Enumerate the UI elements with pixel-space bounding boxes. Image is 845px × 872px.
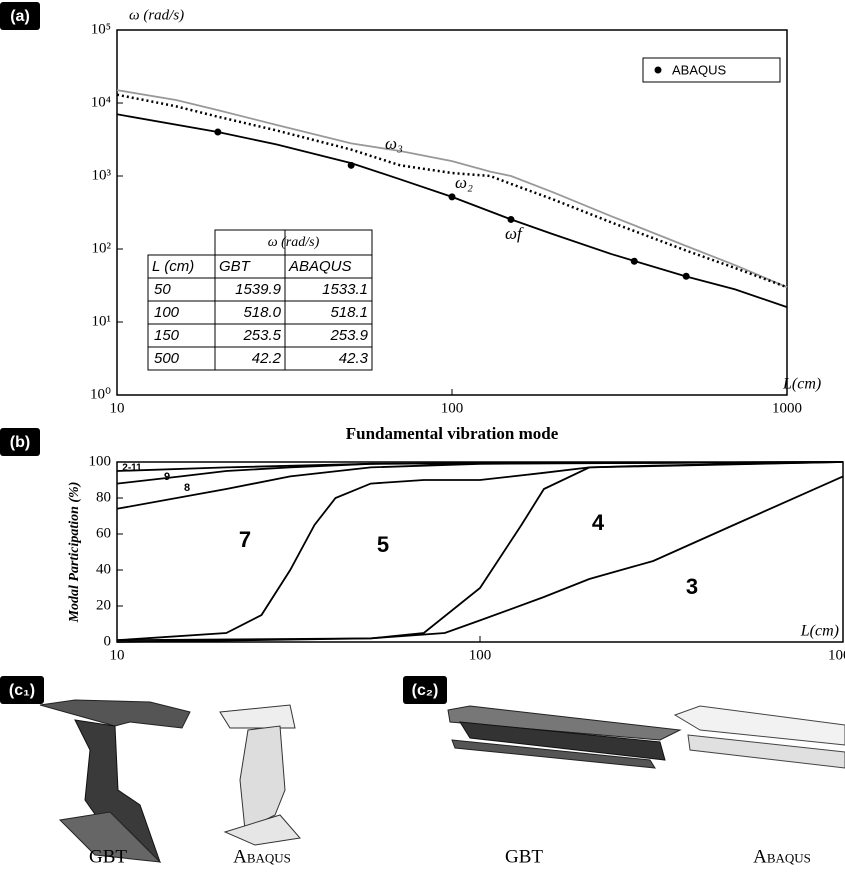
table-cell: 518.0 — [243, 304, 281, 321]
c2-images — [448, 706, 845, 768]
data-point — [683, 273, 690, 280]
table-cell: 253.9 — [329, 327, 368, 344]
table-header: ABAQUS — [288, 258, 352, 275]
table-cell: 42.2 — [252, 350, 282, 367]
caption: Abaqus — [753, 846, 811, 867]
series-label: ω₂ — [455, 173, 473, 192]
caption: Abaqus — [233, 846, 291, 867]
series-line — [117, 476, 843, 640]
table-cell: 150 — [154, 327, 180, 344]
region-label: 4 — [592, 510, 605, 535]
y-tick-label: 0 — [104, 633, 112, 649]
c1-images — [40, 700, 300, 862]
y-tick-label: 10³ — [92, 167, 112, 183]
y-tick-label: 20 — [96, 597, 111, 613]
table-cell: 42.3 — [339, 350, 369, 367]
y-tick-label: 10⁵ — [91, 21, 111, 37]
table-header: L (cm) — [152, 258, 194, 275]
y-axis-label: ω (rad/s) — [129, 7, 184, 23]
figure: (a)(b)(c₁)(c₂)GBTAbaqusGBTAbaqus10100100… — [0, 0, 845, 872]
y-tick-label: 10⁴ — [91, 94, 111, 110]
caption: GBT — [89, 846, 127, 867]
y-tick-label: 60 — [96, 525, 111, 541]
region-label: 2-11 — [122, 463, 142, 474]
table-cell: 50 — [154, 281, 171, 298]
x-tick-label: 100 — [469, 647, 492, 663]
table-cell: 100 — [154, 304, 180, 321]
x-tick-label: 1000 — [828, 647, 845, 663]
data-point — [449, 193, 456, 200]
table-cell: 1533.1 — [322, 281, 368, 298]
table-cell: 500 — [154, 350, 180, 367]
table-group-header: ω (rad/s) — [268, 235, 320, 250]
table-header: GBT — [219, 258, 252, 275]
series-label: ωf — [505, 224, 524, 243]
data-point — [214, 129, 221, 136]
legend-marker — [655, 67, 662, 74]
y-axis-label: Modal Participation (%) — [67, 482, 82, 624]
x-tick-label: 1000 — [772, 400, 802, 416]
region-label: 7 — [239, 527, 251, 552]
data-point — [507, 216, 514, 223]
region-label: 8 — [184, 482, 190, 494]
x-tick-label: 10 — [110, 400, 125, 416]
panel-label: (c₂) — [412, 682, 439, 699]
data-point — [348, 162, 355, 169]
y-tick-label: 40 — [96, 561, 111, 577]
region-label: 5 — [377, 532, 389, 557]
region-label: 9 — [164, 471, 170, 483]
panel-label: (c₁) — [9, 682, 35, 699]
x-tick-label: 10 — [110, 647, 125, 663]
table-cell: 518.1 — [330, 304, 368, 321]
panel-label: (a) — [10, 8, 30, 25]
table-cell: 253.5 — [242, 327, 281, 344]
x-caption: Fundamental vibration mode — [346, 424, 559, 443]
legend-label: ABAQUS — [672, 62, 727, 77]
series-label: ω₃ — [385, 134, 403, 153]
y-tick-label: 10⁰ — [90, 386, 111, 402]
region-label: 3 — [686, 574, 698, 599]
data-point — [631, 258, 638, 265]
x-axis-label: L(cm) — [800, 623, 839, 640]
y-tick-label: 100 — [89, 453, 112, 469]
y-tick-label: 80 — [96, 489, 111, 505]
panel-label: (b) — [10, 434, 30, 451]
y-tick-label: 10² — [92, 240, 112, 256]
series-line — [117, 462, 843, 509]
y-tick-label: 10¹ — [92, 313, 112, 329]
x-tick-label: 100 — [441, 400, 464, 416]
caption: GBT — [505, 846, 543, 867]
x-axis-label: L(cm) — [782, 376, 821, 393]
table-cell: 1539.9 — [235, 281, 282, 298]
